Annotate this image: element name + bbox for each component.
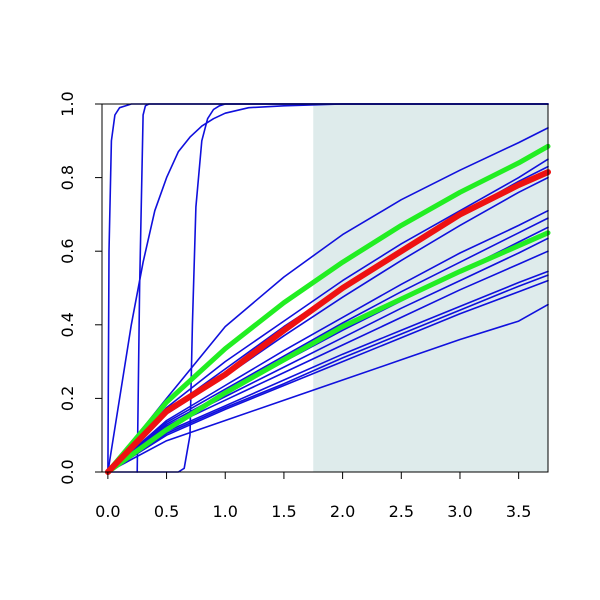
series-line-5 [107, 103, 549, 473]
series-line-17 [107, 274, 549, 473]
x-tick-label: 3.5 [506, 502, 531, 521]
series-line-18 [107, 279, 549, 473]
y-tick-label: 0.6 [58, 238, 77, 263]
series-line-16 [107, 270, 549, 473]
series-layer [104, 103, 551, 475]
x-tick-label: 2.0 [330, 502, 355, 521]
x-tick-label: 0.0 [95, 502, 120, 521]
y-tick-label: 1.0 [58, 91, 77, 116]
series-line-0 [104, 169, 551, 475]
series-line-7 [107, 127, 549, 473]
series-line-19 [107, 303, 549, 473]
axes-layer [101, 103, 549, 473]
y-tick-label: 0.2 [58, 386, 77, 411]
x-tick-label: 1.5 [271, 502, 296, 521]
series-line-2 [105, 230, 551, 475]
x-tick-label: 2.5 [389, 502, 414, 521]
y-tick-label: 0.4 [58, 312, 77, 337]
y-ticks: 0.0 0.2 0.4 0.6 0.8 1.0 [58, 91, 102, 485]
series-line-1 [105, 143, 551, 475]
series-line-12 [107, 217, 549, 473]
x-tick-label: 1.0 [213, 502, 238, 521]
plot-frame [101, 103, 549, 473]
series-line-8 [107, 158, 549, 473]
x-ticks: 0.0 0.5 1.0 1.5 2.0 2.5 3.0 3.5 [95, 472, 531, 521]
y-tick-label: 0.0 [58, 459, 77, 484]
x-tick-label: 3.0 [447, 502, 472, 521]
series-line-11 [107, 209, 549, 473]
x-tick-label: 0.5 [154, 502, 179, 521]
y-tick-label: 0.8 [58, 165, 77, 190]
